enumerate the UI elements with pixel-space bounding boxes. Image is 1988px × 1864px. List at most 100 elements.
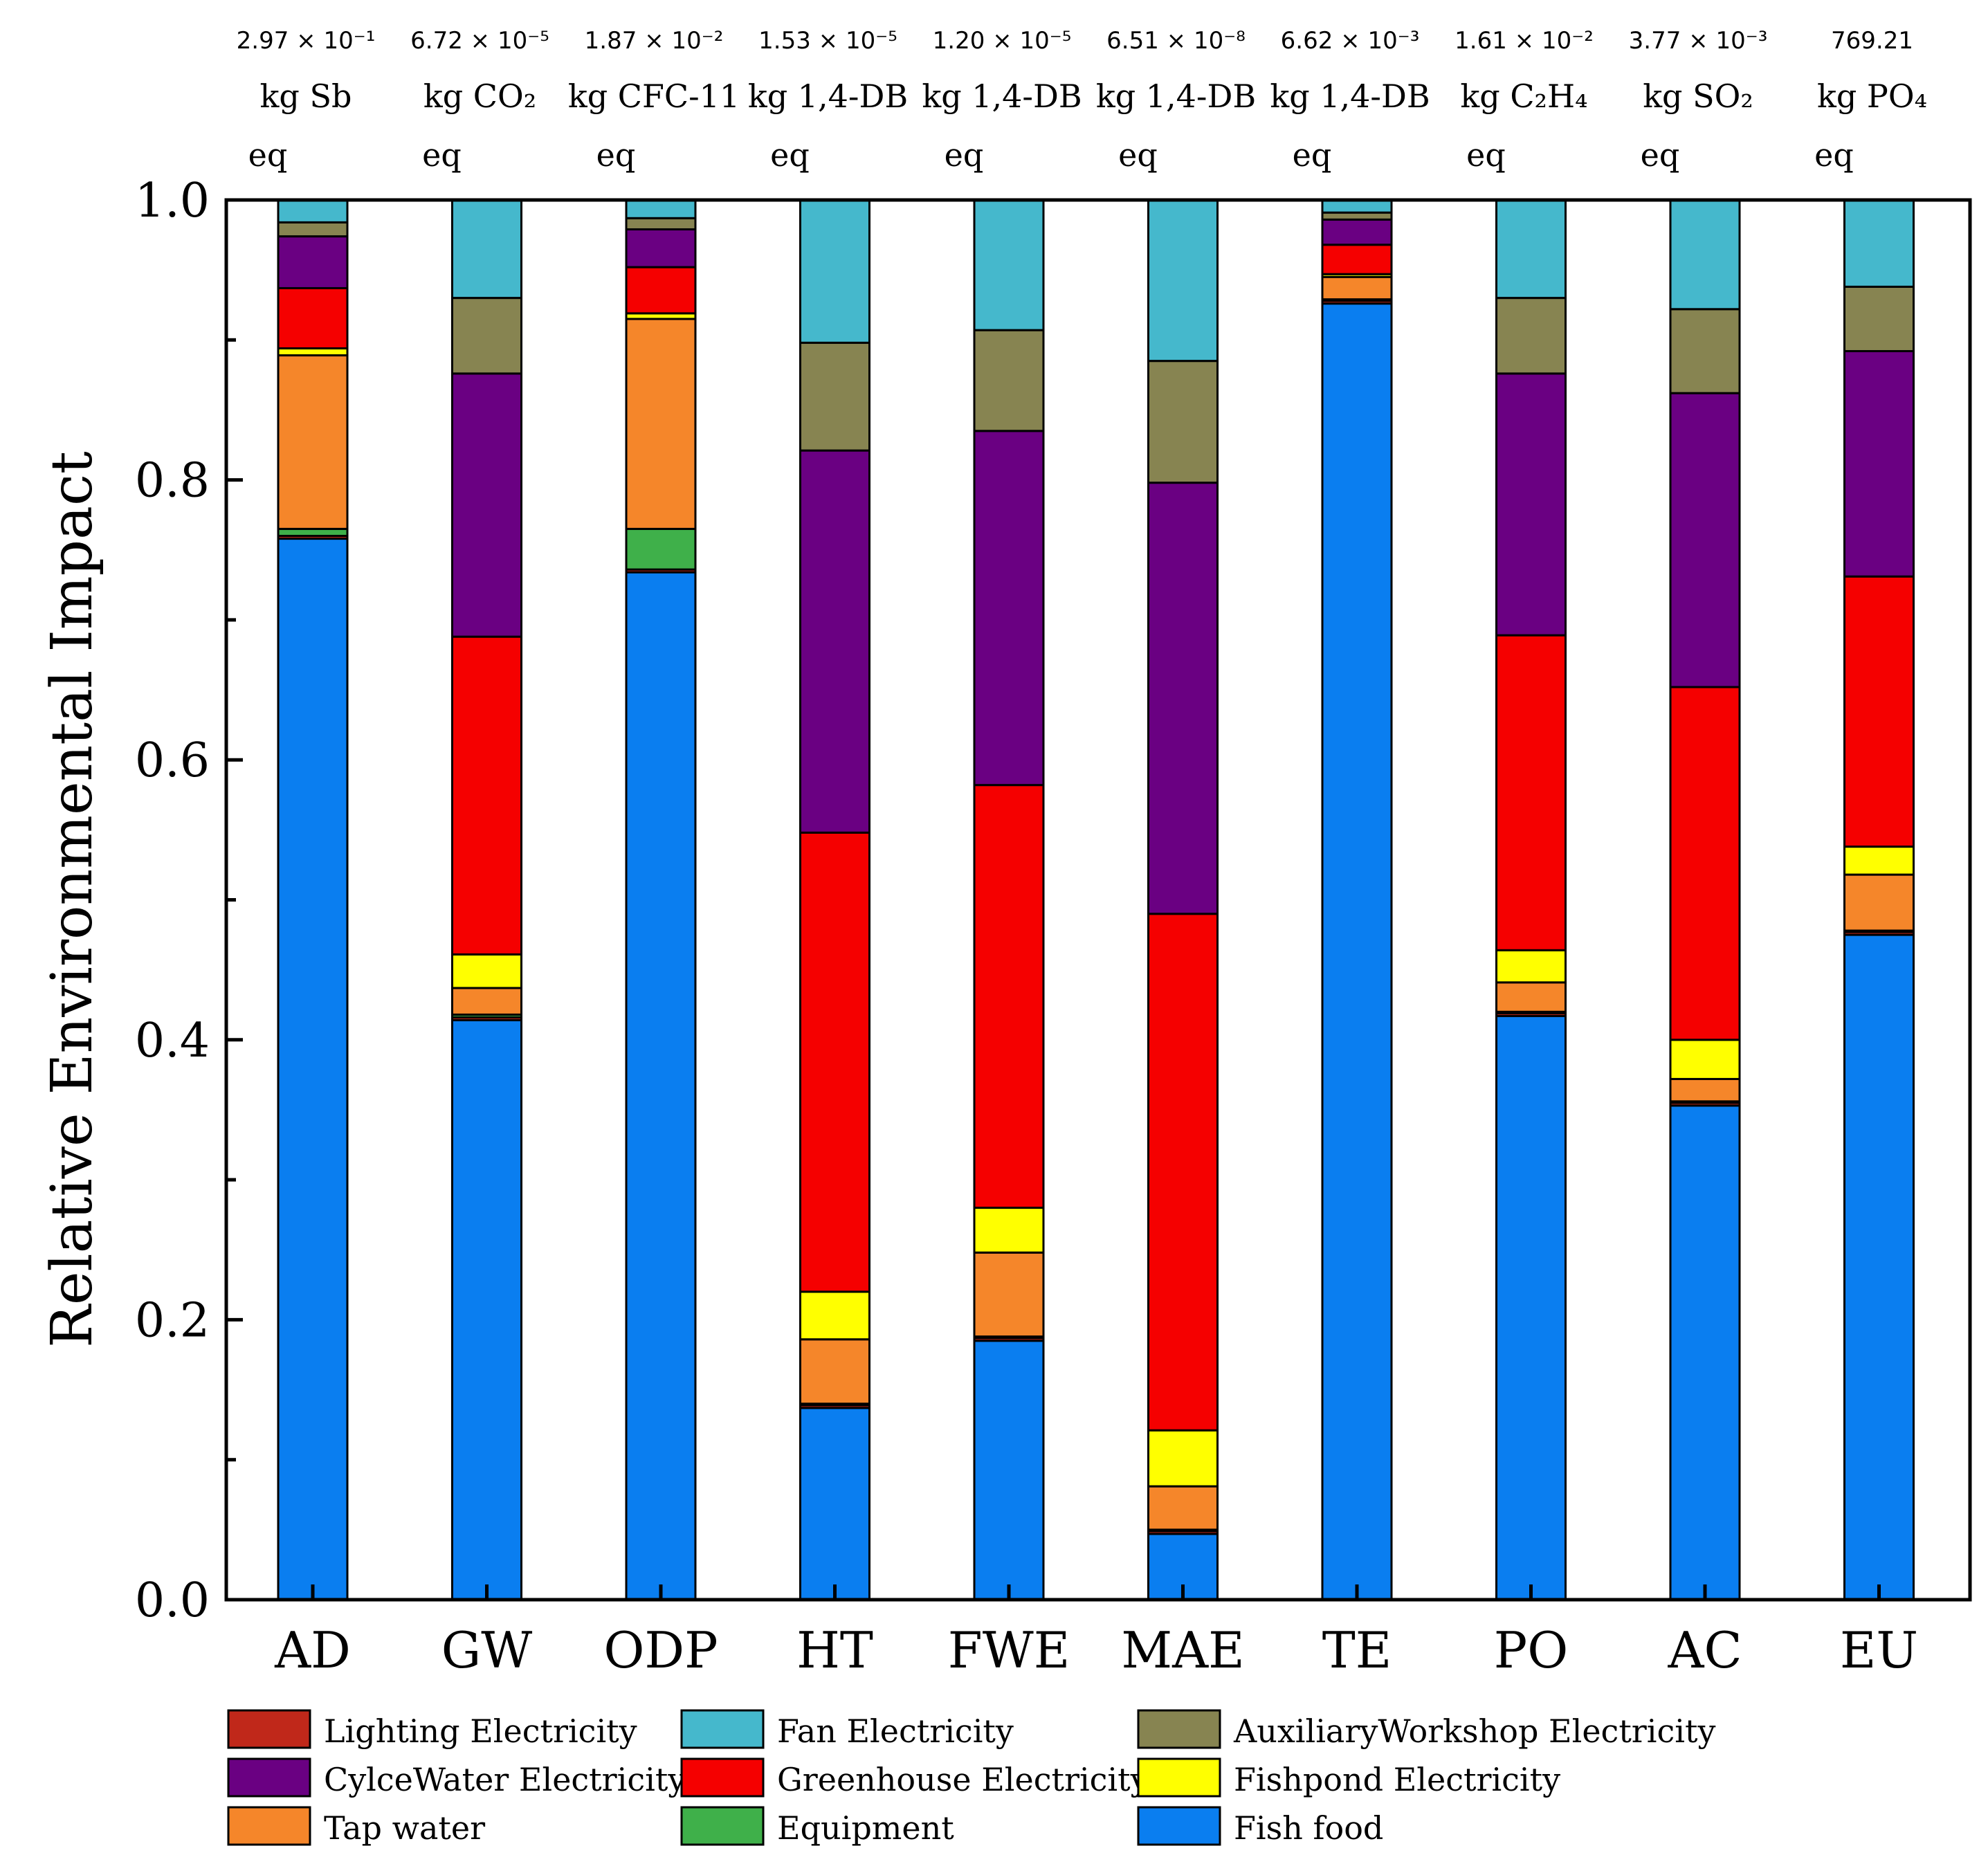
bar-fwe-greenhouse-electricity [973, 784, 1045, 1209]
annotation-unit: kg 1,4-DB [922, 77, 1082, 115]
legend-label: Equipment [777, 1809, 954, 1847]
bar-stack-ht [799, 199, 870, 1601]
bar-ad-fishpond-electricity [277, 347, 349, 357]
bar-ac-tap-water [1669, 1077, 1741, 1103]
annotation-value: 6.51 × 10⁻⁸ [1106, 27, 1246, 55]
annotation-value: 769.21 [1831, 27, 1913, 55]
bar-odp-greenhouse-electricity [625, 266, 697, 315]
annotation-suffix: eq [1641, 136, 1680, 174]
bar-stack-te [1321, 199, 1393, 1601]
bar-gw-tap-water [451, 987, 522, 1016]
bar-eu-fishpond-electricity [1843, 846, 1915, 876]
bar-ad-cylcewater-electricity [277, 235, 349, 289]
annotation-suffix: eq [1814, 136, 1854, 174]
bar-eu-auxiliaryworkshop-electricity [1843, 285, 1915, 352]
bar-stack-fwe [973, 199, 1045, 1601]
annotation-value: 1.20 × 10⁻⁵ [933, 27, 1072, 55]
bar-ad-auxiliaryworkshop-electricity [277, 221, 349, 238]
bar-te-tap-water [1321, 275, 1393, 301]
annotation-suffix: eq [422, 136, 462, 174]
bar-ht-tap-water [799, 1338, 870, 1405]
annotation-suffix: eq [248, 136, 288, 174]
bar-ad-fish-food [277, 538, 349, 1601]
bar-eu-fish-food [1843, 933, 1915, 1601]
bar-ad-equipment [277, 527, 349, 538]
bar-mae-auxiliaryworkshop-electricity [1147, 360, 1219, 484]
legend-label: Greenhouse Electricity [777, 1761, 1149, 1798]
annotation-po: 1.61 × 10⁻² kg C₂H₄ eq [1454, 27, 1594, 174]
annotation-value: 2.97 × 10⁻¹ [237, 27, 376, 55]
bar-fwe-fish-food [973, 1340, 1045, 1601]
annotation-fwe: 1.20 × 10⁻⁵ kg 1,4-DB eq [922, 27, 1082, 174]
x-tick-label: HT [796, 1621, 873, 1679]
bars-group [277, 199, 1915, 1601]
bar-stack-gw [451, 199, 522, 1601]
legend-item-fish-food: Fish food [1137, 1806, 1383, 1847]
bar-ac-greenhouse-electricity [1669, 686, 1741, 1041]
bar-gw-cylcewater-electricity [451, 372, 522, 638]
legend-item-cylcewater-electricity: CylceWater Electricity [227, 1757, 686, 1798]
annotation-odp: 1.87 × 10⁻² kg CFC-11 eq [568, 27, 740, 174]
bar-po-tap-water [1495, 981, 1567, 1013]
legend-swatch [1137, 1806, 1221, 1846]
bar-ac-cylcewater-electricity [1669, 392, 1741, 688]
bar-ac-fan-electricity [1669, 199, 1741, 311]
x-tick-label: EU [1840, 1621, 1918, 1679]
legend-label: Fan Electricity [777, 1712, 1014, 1750]
bar-gw-auxiliaryworkshop-electricity [451, 297, 522, 375]
annotation-value: 6.72 × 10⁻⁵ [410, 27, 549, 55]
bar-stack-ac [1669, 199, 1741, 1601]
bar-odp-equipment [625, 527, 697, 571]
x-tick-label: FWE [948, 1621, 1070, 1679]
legend-item-auxiliaryworkshop-electricity: AuxiliaryWorkshop Electricity [1137, 1709, 1715, 1750]
legend-swatch [1137, 1709, 1221, 1749]
bar-stack-eu [1843, 199, 1915, 1601]
legend-label: Fishpond Electricity [1234, 1761, 1560, 1798]
x-tick-label: AD [274, 1621, 351, 1679]
bar-te-fan-electricity [1321, 199, 1393, 214]
annotation-value: 1.53 × 10⁻⁵ [758, 27, 897, 55]
annotation-unit: kg 1,4-DB [748, 77, 908, 115]
annotation-suffix: eq [770, 136, 810, 174]
bar-odp-fan-electricity [625, 199, 697, 219]
bar-stack-po [1495, 199, 1567, 1601]
bar-fwe-fan-electricity [973, 199, 1045, 331]
bar-ac-fishpond-electricity [1669, 1039, 1741, 1080]
bar-te-cylcewater-electricity [1321, 218, 1393, 246]
legend-item-lighting-electricity: Lighting Electricity [227, 1709, 637, 1750]
bar-stack-odp [625, 199, 697, 1601]
bar-po-fish-food [1495, 1014, 1567, 1601]
y-tick-label: 1.0 [135, 174, 210, 228]
annotation-value: 1.61 × 10⁻² [1454, 27, 1594, 55]
bar-fwe-auxiliaryworkshop-electricity [973, 329, 1045, 432]
bar-te-auxiliaryworkshop-electricity [1321, 211, 1393, 221]
bar-gw-fishpond-electricity [451, 953, 522, 989]
x-tick-label: AC [1667, 1621, 1742, 1679]
legend-swatch [680, 1806, 765, 1846]
bar-odp-cylcewater-electricity [625, 228, 697, 268]
x-tick-label: ODP [603, 1621, 718, 1679]
bar-mae-greenhouse-electricity [1147, 913, 1219, 1432]
bar-mae-cylcewater-electricity [1147, 482, 1219, 915]
legend-label: CylceWater Electricity [324, 1761, 686, 1798]
bar-fwe-cylcewater-electricity [973, 430, 1045, 787]
annotation-unit: kg CO₂ [423, 77, 536, 115]
bar-mae-fan-electricity [1147, 199, 1219, 363]
bar-ad-tap-water [277, 354, 349, 530]
legend: Lighting Electricity Fan Electricity Auxil… [227, 1709, 1715, 1847]
bar-ht-fan-electricity [799, 199, 870, 344]
annotation-suffix: eq [945, 136, 984, 174]
annotation-ad: 2.97 × 10⁻¹ kg Sb eq [237, 27, 376, 174]
annotation-unit: kg 1,4-DB [1270, 77, 1430, 115]
y-tick-label: 0.0 [135, 1573, 210, 1628]
legend-swatch [227, 1709, 311, 1749]
bar-ac-fish-food [1669, 1104, 1741, 1601]
bar-ht-cylcewater-electricity [799, 449, 870, 834]
annotation-unit: kg CFC-11 [568, 77, 740, 115]
y-tick-label: 0.6 [135, 733, 210, 788]
bar-po-fan-electricity [1495, 199, 1567, 300]
annotation-suffix: eq [1118, 136, 1158, 174]
bar-po-auxiliaryworkshop-electricity [1495, 297, 1567, 375]
x-tick-label: PO [1494, 1621, 1568, 1679]
